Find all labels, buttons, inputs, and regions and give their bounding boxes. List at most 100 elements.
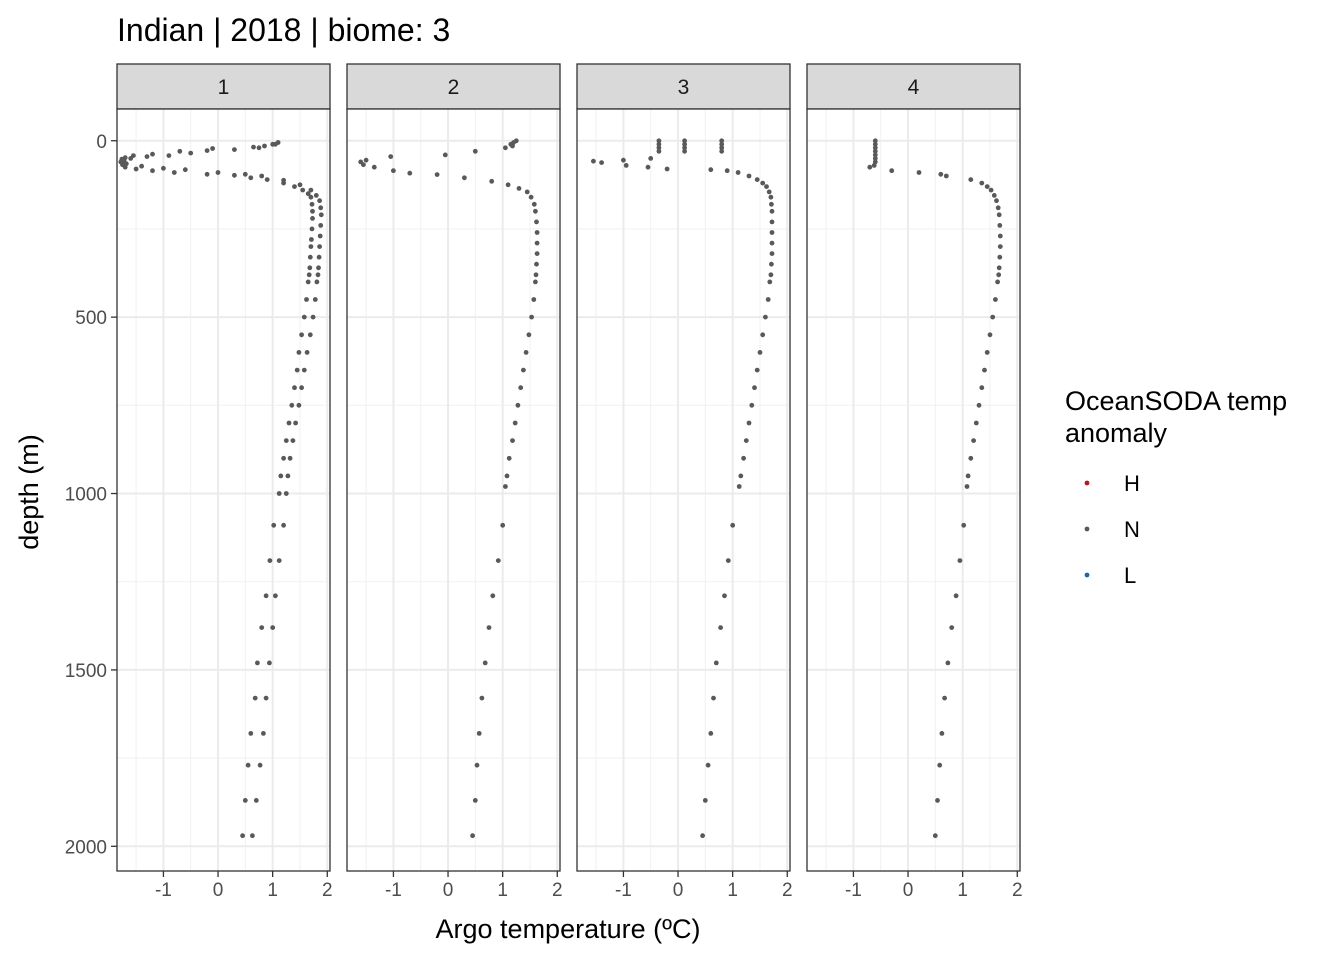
- data-point: [304, 297, 309, 302]
- data-point: [318, 212, 324, 218]
- facet-strip-label: 1: [218, 76, 230, 99]
- data-point: [621, 157, 626, 163]
- data-point: [754, 177, 760, 183]
- data-point: [261, 731, 266, 736]
- data-point: [310, 208, 315, 214]
- facet-panel-3: 3 -1 0 1 2: [576, 63, 793, 901]
- data-point: [286, 420, 292, 426]
- data-point: [708, 731, 714, 736]
- data-point: [307, 332, 313, 338]
- data-point: [991, 193, 997, 198]
- data-point: [997, 223, 1003, 228]
- data-point: [645, 164, 651, 170]
- y-tick-label: 0: [96, 132, 107, 153]
- data-point: [769, 230, 775, 235]
- x-tick-label: 1: [267, 880, 278, 901]
- data-point: [495, 558, 501, 563]
- x-tick-label: 0: [213, 880, 224, 901]
- y-axis: 0 500 1000 1500 2000: [65, 132, 117, 858]
- data-point: [281, 522, 286, 528]
- data-point: [407, 170, 413, 176]
- data-point: [462, 175, 467, 181]
- data-point: [996, 272, 1002, 278]
- data-point: [309, 201, 315, 207]
- data-point: [976, 402, 982, 408]
- legend-title-line: OceanSODA temp: [1065, 386, 1287, 416]
- facet-panel-1: 1 -1 0 1 2: [116, 63, 333, 901]
- data-point: [259, 173, 265, 179]
- legend-key-N: [1084, 526, 1090, 532]
- facet-strip-label: 2: [448, 76, 460, 99]
- data-point: [292, 184, 297, 190]
- facet-strip-label: 3: [678, 76, 690, 99]
- data-point: [945, 660, 951, 666]
- data-point: [312, 297, 318, 302]
- data-point: [867, 164, 873, 170]
- data-point: [263, 695, 269, 701]
- data-point: [317, 198, 322, 204]
- x-tick-label: -1: [845, 880, 862, 901]
- data-point: [763, 314, 768, 320]
- data-point: [204, 171, 210, 177]
- data-point: [503, 145, 508, 151]
- y-tick-label: 500: [75, 308, 107, 329]
- data-point: [281, 455, 286, 461]
- data-point: [872, 152, 878, 158]
- data-point: [534, 251, 540, 256]
- data-point: [296, 350, 302, 355]
- data-point: [997, 244, 1003, 250]
- legend-title-line: anomaly: [1065, 418, 1168, 448]
- y-tick-label: 2000: [65, 837, 107, 858]
- data-point: [889, 168, 895, 174]
- data-point: [529, 314, 534, 320]
- data-point: [252, 695, 258, 701]
- data-point: [305, 279, 311, 285]
- data-point: [308, 244, 314, 250]
- data-point: [769, 240, 775, 246]
- data-point: [309, 226, 315, 232]
- data-point: [500, 522, 506, 528]
- data-point: [262, 143, 267, 149]
- data-point: [363, 157, 369, 163]
- x-tick-label: 0: [903, 880, 914, 901]
- plot-background: [347, 109, 560, 871]
- data-point: [735, 170, 741, 175]
- panel-border: [346, 108, 561, 872]
- data-point: [299, 385, 304, 391]
- data-point: [255, 660, 260, 666]
- x-axis-title: Argo temperature (ºC): [436, 914, 701, 944]
- data-point: [768, 272, 774, 278]
- legend-key-L: [1084, 572, 1090, 578]
- data-point: [253, 798, 259, 803]
- data-point: [769, 251, 775, 256]
- data-point: [964, 484, 970, 489]
- data-point: [533, 279, 538, 285]
- data-point: [313, 193, 319, 198]
- data-point: [656, 141, 662, 147]
- data-point: [490, 593, 496, 599]
- data-point: [287, 455, 293, 461]
- data-point: [591, 158, 596, 164]
- data-point: [316, 254, 322, 260]
- data-point: [682, 148, 687, 154]
- data-point: [682, 141, 687, 147]
- data-point: [309, 237, 314, 242]
- data-point: [182, 167, 188, 173]
- data-point: [510, 143, 515, 149]
- panel-border: [116, 108, 331, 872]
- data-point: [318, 223, 324, 228]
- data-point: [872, 138, 878, 144]
- data-point: [250, 833, 255, 839]
- data-point: [764, 184, 769, 190]
- data-point: [971, 438, 976, 443]
- data-point: [949, 625, 955, 630]
- data-point: [521, 367, 526, 373]
- data-point: [768, 194, 774, 200]
- data-point: [307, 254, 313, 260]
- data-point: [534, 261, 539, 267]
- data-point: [271, 522, 277, 528]
- plot-background: [807, 109, 1020, 871]
- data-point: [283, 491, 289, 496]
- data-point: [996, 265, 1002, 271]
- data-point: [308, 187, 314, 193]
